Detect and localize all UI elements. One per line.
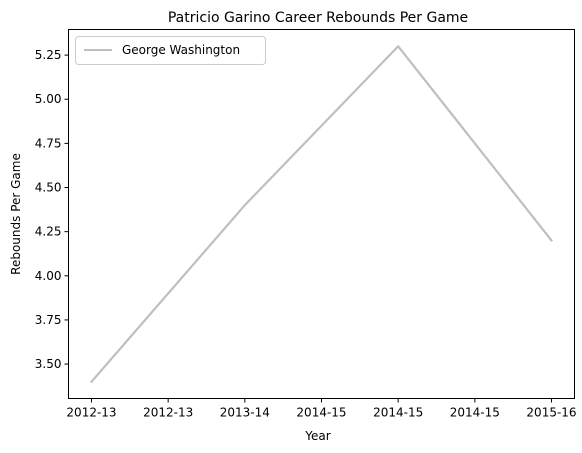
- plot-area: [89, 45, 554, 384]
- x-tick-label: 2014-15: [450, 406, 500, 420]
- y-axis-label: Rebounds Per Game: [9, 153, 23, 275]
- x-tick-label: 2014-15: [296, 406, 346, 420]
- y-tick-label: 4.50: [35, 181, 62, 195]
- y-tick-label: 5.25: [35, 48, 62, 62]
- y-tick-label: 3.75: [35, 313, 62, 327]
- legend-label: George Washington: [122, 43, 240, 57]
- chart-title: Patricio Garino Career Rebounds Per Game: [168, 10, 468, 26]
- y-tick-label: 4.25: [35, 225, 62, 239]
- legend-box: [75, 36, 266, 65]
- y-axis: 3.50 3.75 4.00 4.25 4.50 4.75 5.00 5.25: [35, 48, 69, 371]
- y-tick-label: 5.00: [35, 92, 62, 106]
- x-tick-label: 2012-13: [143, 406, 193, 420]
- y-tick-label: 4.75: [35, 136, 62, 150]
- axes-frame: [68, 29, 575, 399]
- series-line: [89, 45, 554, 384]
- x-tick-label: 2013-14: [220, 406, 270, 420]
- legend: George Washington: [75, 36, 266, 65]
- y-tick-label: 4.00: [35, 269, 62, 283]
- y-tick-label: 3.50: [35, 357, 62, 371]
- x-axis: 2012-13 2012-13 2013-14 2014-15 2014-15 2014-…: [66, 398, 577, 420]
- x-tick-label: 2014-15: [373, 406, 423, 420]
- x-tick-label: 2012-13: [66, 406, 116, 420]
- x-axis-label: Year: [304, 429, 330, 443]
- x-tick-label: 2015-16: [526, 406, 576, 420]
